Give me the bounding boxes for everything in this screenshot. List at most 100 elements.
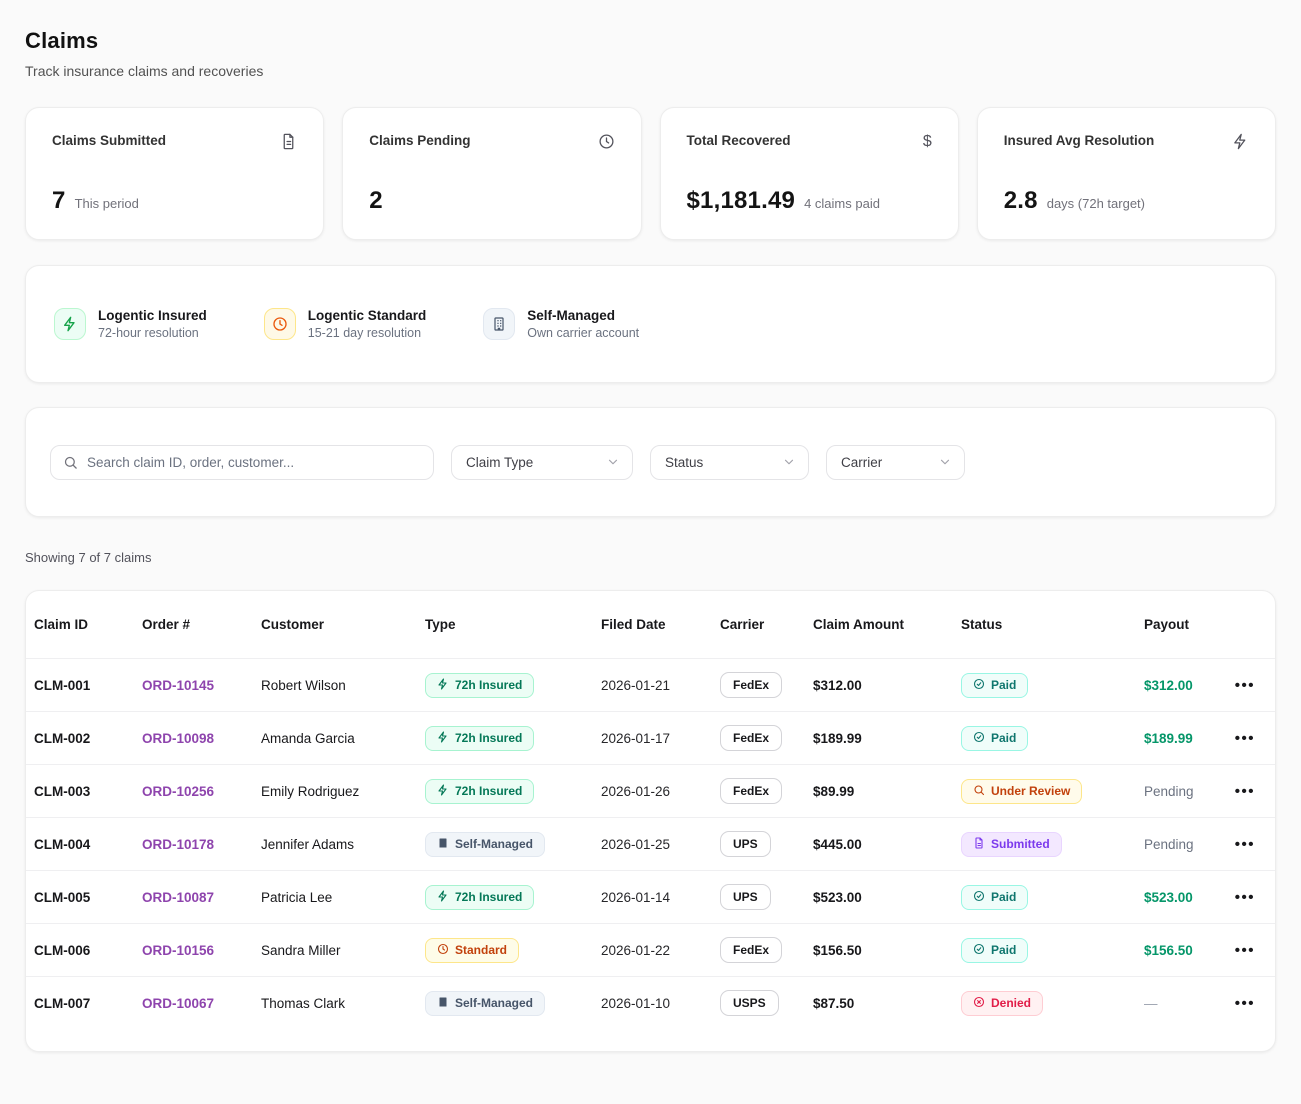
table-row: CLM-007 ORD-10067 Thomas Clark Self-Mana… <box>26 976 1275 1029</box>
bolt-icon <box>1232 133 1249 150</box>
legend-item-logentic-standard: Logentic Standard 15-21 day resolution <box>263 308 427 340</box>
stat-caption: days (72h target) <box>1046 196 1145 211</box>
row-actions-button[interactable]: ••• <box>1233 939 1257 962</box>
claim-amount-cell: $523.00 <box>813 889 862 905</box>
file-text-icon <box>280 133 297 150</box>
dropdown-label: Carrier <box>841 454 883 470</box>
customer-cell: Sandra Miller <box>261 942 341 958</box>
payout-cell: Pending <box>1144 783 1194 799</box>
order-link[interactable]: ORD-10145 <box>142 677 215 693</box>
claim-id-cell: CLM-002 <box>34 730 91 746</box>
column-header-filed-date: Filed Date <box>601 617 666 632</box>
table-row: CLM-004 ORD-10178 Jennifer Adams Self-Ma… <box>26 817 1275 870</box>
stat-caption: This period <box>74 196 139 211</box>
carrier-pill: FedEx <box>720 725 783 751</box>
filed-date-cell: 2026-01-21 <box>601 677 671 693</box>
magnifier-icon <box>973 784 985 799</box>
check-circle-icon <box>973 890 985 905</box>
claims-page: Claims Track insurance claims and recove… <box>25 28 1276 1052</box>
check-circle-icon <box>973 943 985 958</box>
row-actions-button[interactable]: ••• <box>1233 780 1257 803</box>
x-circle-icon <box>973 996 985 1011</box>
legend-title: Logentic Standard <box>307 308 427 323</box>
customer-cell: Amanda Garcia <box>261 730 355 746</box>
claim-amount-cell: $312.00 <box>813 677 862 693</box>
search-input[interactable] <box>87 454 421 470</box>
bolt-icon <box>437 730 449 746</box>
customer-cell: Emily Rodriguez <box>261 783 360 799</box>
stats-row: Claims Submitted 7 This period Claims Pe… <box>25 107 1276 240</box>
column-header-customer: Customer <box>261 617 325 632</box>
ellipsis-icon: ••• <box>1234 888 1255 906</box>
filed-date-cell: 2026-01-25 <box>601 836 671 852</box>
building-icon <box>483 308 516 340</box>
page-title: Claims <box>25 28 99 53</box>
stat-label: Insured Avg Resolution <box>1003 133 1155 148</box>
filed-date-cell: 2026-01-22 <box>601 942 671 958</box>
bolt-icon <box>437 677 449 693</box>
status-badge: Paid <box>961 937 1029 963</box>
claim-id-cell: CLM-007 <box>34 995 91 1011</box>
table-row: CLM-005 ORD-10087 Patricia Lee 72h Insur… <box>26 870 1275 923</box>
type-badge: Self-Managed <box>425 990 546 1016</box>
stat-label: Total Recovered <box>686 133 791 148</box>
payout-cell: — <box>1144 995 1158 1011</box>
order-link[interactable]: ORD-10067 <box>142 995 215 1011</box>
customer-cell: Jennifer Adams <box>261 836 355 852</box>
stat-card-total-recovered: Total Recovered $ $1,181.49 4 claims pai… <box>659 107 959 240</box>
column-header-claim-amount: Claim Amount <box>813 617 904 632</box>
claim-id-cell: CLM-005 <box>34 889 91 905</box>
stat-card-insured-avg-resolution: Insured Avg Resolution 2.8 days (72h tar… <box>976 107 1276 240</box>
dollar-icon: $ <box>922 133 932 150</box>
results-count: Showing 7 of 7 claims <box>25 550 152 565</box>
row-actions-button[interactable]: ••• <box>1233 727 1257 750</box>
status-dropdown[interactable]: Status <box>650 444 809 480</box>
type-badge: 72h Insured <box>425 725 535 751</box>
row-actions-button[interactable]: ••• <box>1233 886 1257 909</box>
row-actions-button[interactable]: ••• <box>1233 992 1257 1015</box>
check-circle-icon <box>973 678 985 693</box>
order-link[interactable]: ORD-10178 <box>142 836 215 852</box>
claim-type-dropdown[interactable]: Claim Type <box>451 444 633 480</box>
ellipsis-icon: ••• <box>1234 941 1255 959</box>
claim-types-legend: Logentic Insured 72-hour resolution Loge… <box>25 265 1276 383</box>
ellipsis-icon: ••• <box>1234 729 1255 747</box>
type-badge: Standard <box>425 937 520 963</box>
bolt-icon <box>437 783 449 799</box>
type-badge: 72h Insured <box>425 672 535 698</box>
legend-subtitle: 72-hour resolution <box>98 326 199 340</box>
carrier-pill: UPS <box>720 831 771 857</box>
payout-cell: $523.00 <box>1144 889 1193 905</box>
row-actions-button[interactable]: ••• <box>1233 833 1257 856</box>
filed-date-cell: 2026-01-14 <box>601 889 671 905</box>
ellipsis-icon: ••• <box>1234 782 1255 800</box>
carrier-dropdown[interactable]: Carrier <box>826 444 965 480</box>
customer-cell: Thomas Clark <box>261 995 346 1011</box>
table-header-row: Claim ID Order # Customer Type Filed Dat… <box>26 591 1275 658</box>
column-header-status: Status <box>961 617 1003 632</box>
column-header-type: Type <box>425 617 456 632</box>
bolt-icon <box>54 308 86 340</box>
order-link[interactable]: ORD-10256 <box>142 783 215 799</box>
payout-cell: $156.50 <box>1144 942 1193 958</box>
carrier-pill: FedEx <box>720 672 783 698</box>
order-link[interactable]: ORD-10098 <box>142 730 215 746</box>
column-header-payout: Payout <box>1144 617 1190 632</box>
legend-title: Logentic Insured <box>98 308 207 323</box>
column-header-order: Order # <box>142 617 191 632</box>
customer-cell: Patricia Lee <box>261 889 333 905</box>
building-icon <box>437 837 449 852</box>
claim-amount-cell: $89.99 <box>813 783 855 799</box>
ellipsis-icon: ••• <box>1234 835 1255 853</box>
column-header-claim-id: Claim ID <box>34 617 89 632</box>
order-link[interactable]: ORD-10087 <box>142 889 215 905</box>
status-badge: Submitted <box>961 831 1062 857</box>
clock-icon <box>598 133 615 150</box>
claim-id-cell: CLM-001 <box>34 677 91 693</box>
row-actions-button[interactable]: ••• <box>1233 674 1257 697</box>
order-link[interactable]: ORD-10156 <box>142 942 215 958</box>
table-row: CLM-006 ORD-10156 Sandra Miller Standard… <box>26 923 1275 976</box>
status-badge: Denied <box>961 990 1044 1016</box>
type-badge: 72h Insured <box>425 884 535 910</box>
filters-bar: Claim Type Status Carrier <box>25 407 1276 517</box>
